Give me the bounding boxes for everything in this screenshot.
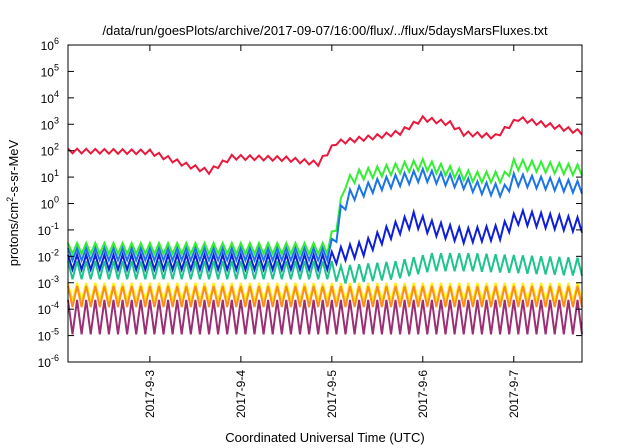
y-tick-label: 102	[41, 142, 59, 159]
y-axis-label: protons/cm2-s-sr-MeV	[5, 139, 21, 266]
series-layer	[67, 114, 583, 335]
series-line	[67, 155, 583, 258]
y-tick-label: 100	[41, 195, 59, 212]
y-axis-label-base: protons/cm	[6, 202, 21, 266]
y-tick-label: 103	[41, 115, 59, 132]
y-axis-label-tail: -s-sr-MeV	[6, 139, 21, 196]
series-line	[67, 252, 583, 284]
series-line	[67, 207, 583, 274]
y-tick-label: 10-1	[38, 221, 59, 238]
y-tick-label: 10-3	[38, 274, 59, 291]
x-tick-label: 2017-9-5	[325, 370, 339, 418]
y-axis-label-sup: 2	[5, 197, 15, 202]
y-tick-label: 104	[41, 89, 59, 106]
x-tick-label: 2017-9-3	[143, 370, 157, 418]
y-tick-label: 10-6	[38, 353, 59, 370]
y-tick-label: 101	[41, 168, 59, 185]
x-tick-label: 2017-9-7	[507, 370, 521, 418]
series-line	[67, 299, 583, 335]
x-tick-label: 2017-9-4	[234, 370, 248, 418]
x-axis-label: Coordinated Universal Time (UTC)	[225, 430, 424, 445]
plot-area	[67, 44, 583, 363]
chart-title: /data/run/goesPlots/archive/2017-09-07/1…	[102, 23, 548, 38]
y-tick-label: 10-2	[38, 247, 59, 264]
series-line	[67, 165, 583, 264]
y-tick-label: 106	[41, 36, 59, 53]
y-axis: 10-6 10-5 10-4 10-3 10-2 10-1 100 101 102 103 104 1…	[38, 36, 582, 370]
x-axis: 2017-9-3 2017-9-4 2017-9-5 2017-9-6 2017-9-7	[143, 45, 521, 418]
y-tick-label: 10-4	[38, 300, 59, 317]
series-line	[67, 285, 583, 308]
series-line	[67, 114, 583, 176]
x-tick-label: 2017-9-6	[416, 370, 430, 418]
y-tick-label: 10-5	[38, 327, 59, 344]
y-tick-label: 105	[41, 62, 59, 79]
